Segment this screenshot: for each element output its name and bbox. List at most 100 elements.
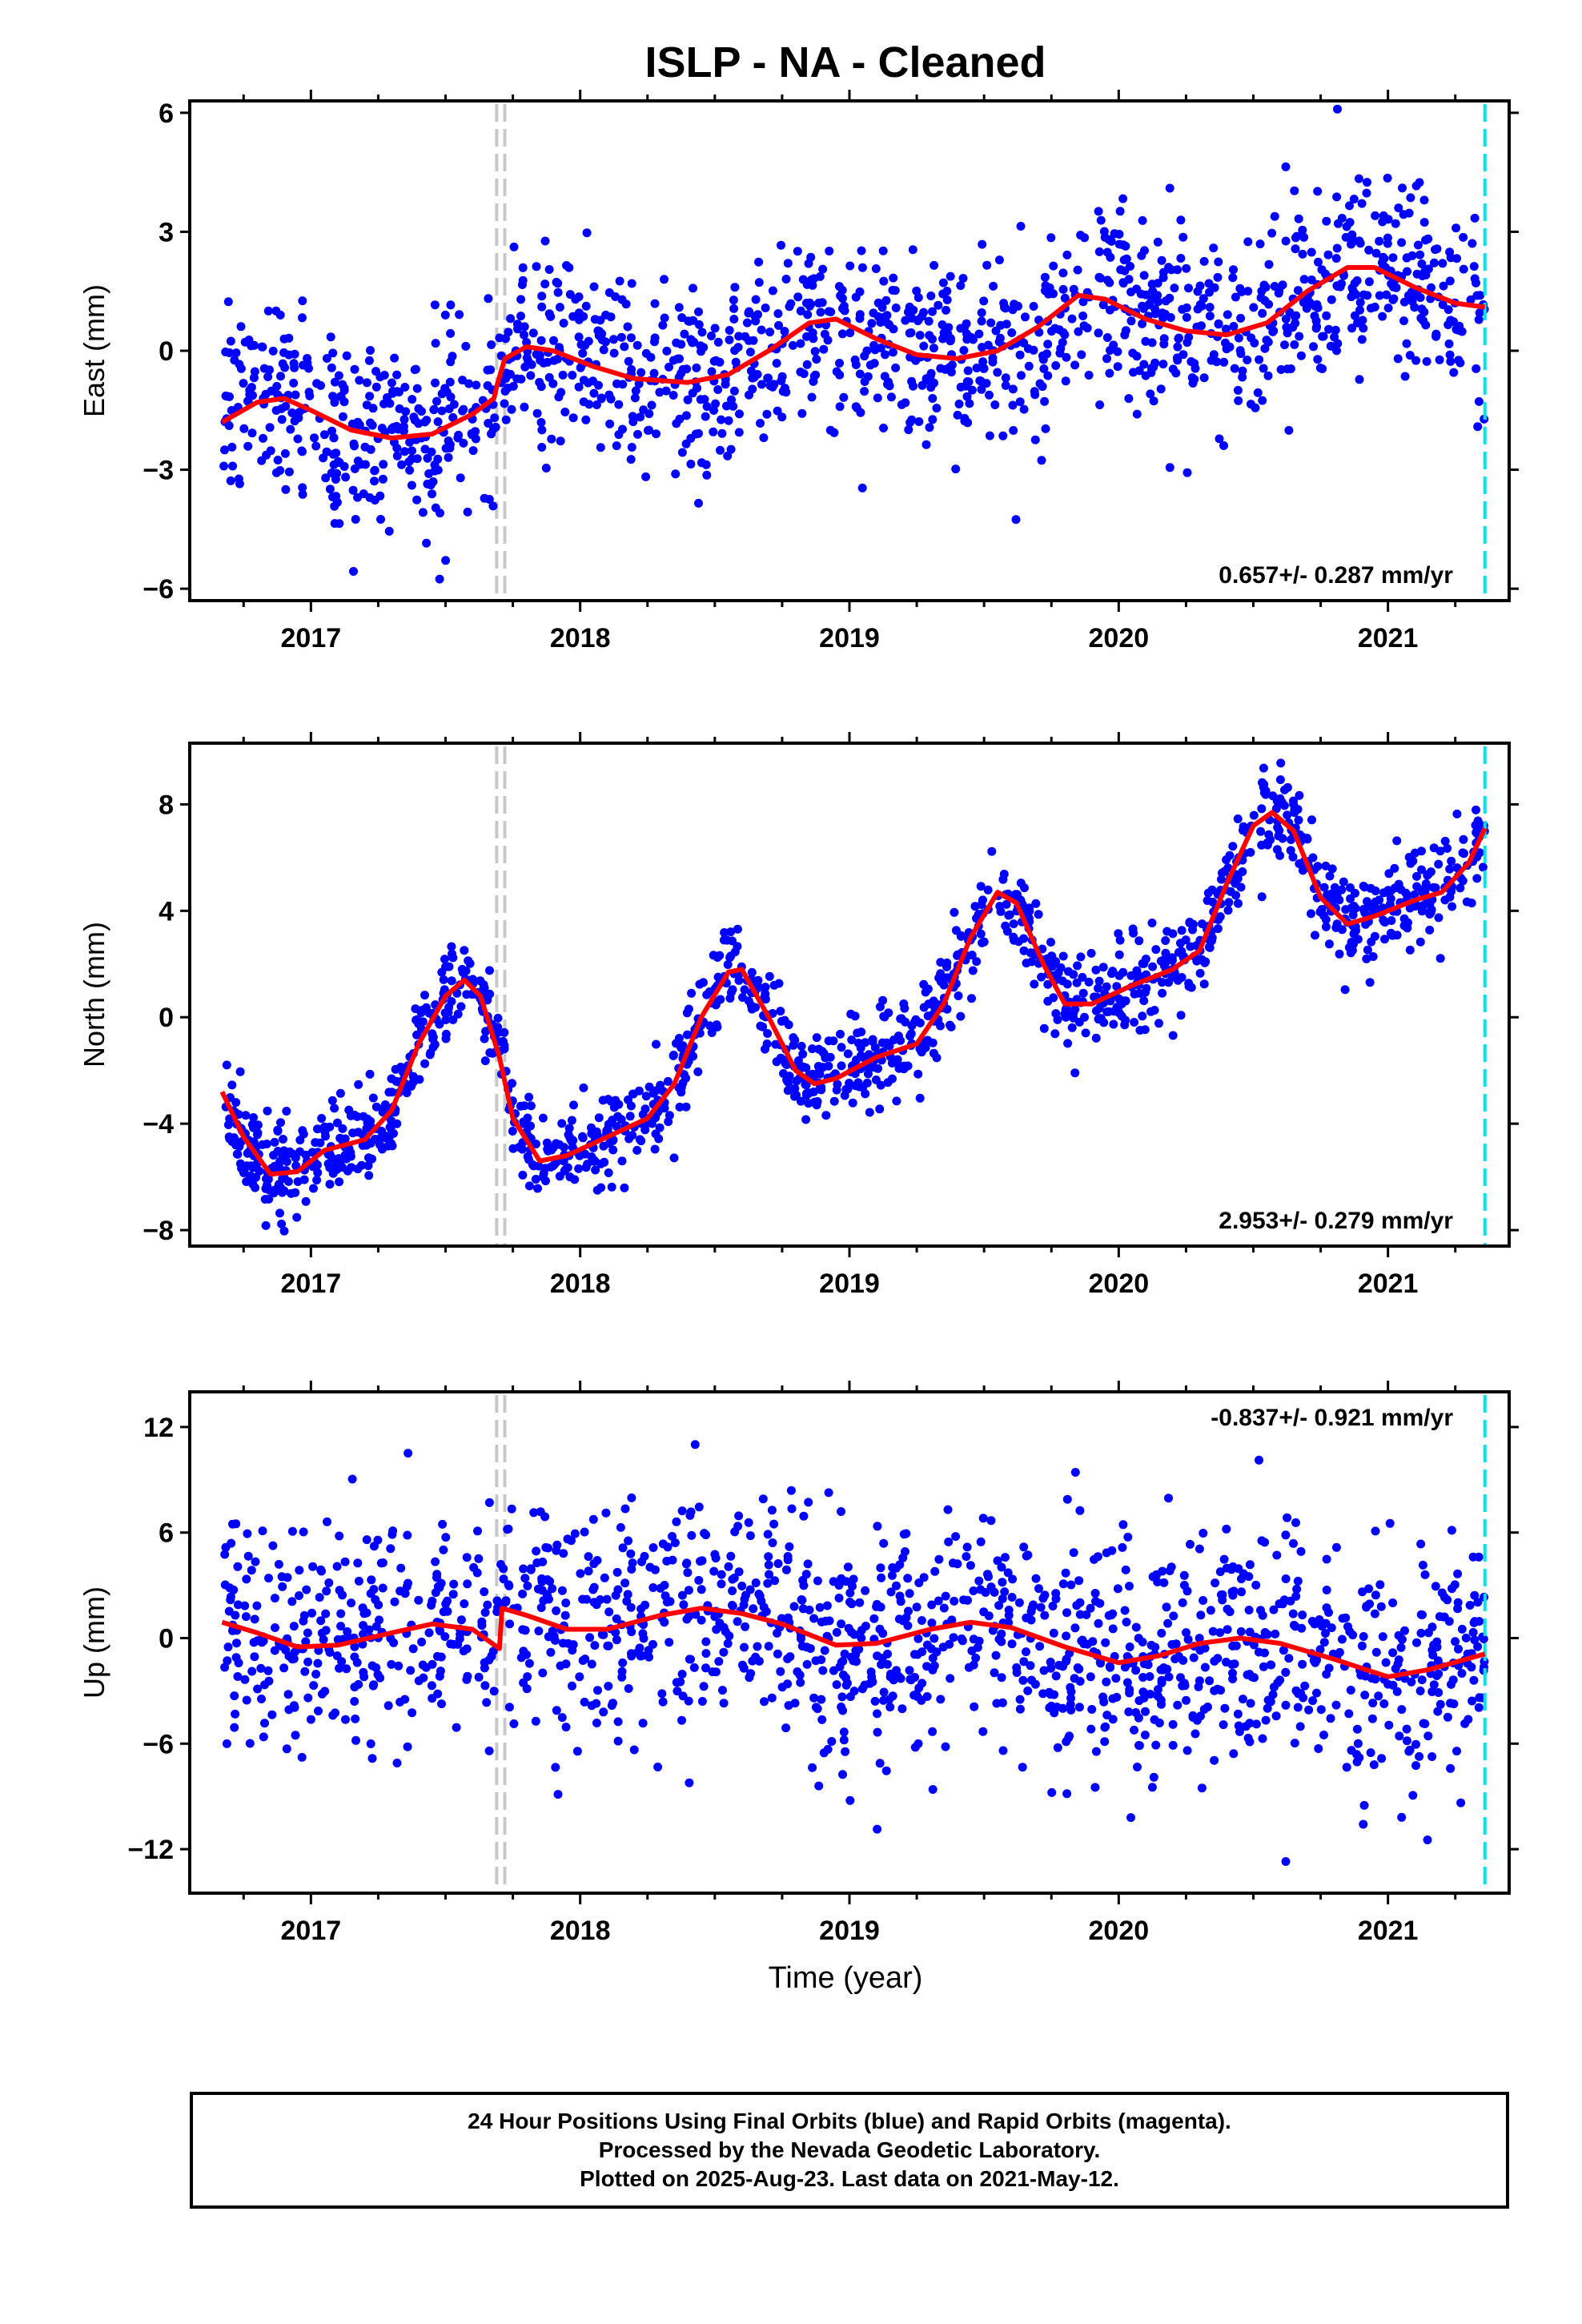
data-point (275, 1208, 284, 1218)
data-point (480, 1056, 490, 1066)
data-point (1188, 1711, 1198, 1720)
data-point (837, 1061, 846, 1071)
data-point (430, 300, 440, 310)
data-point (1293, 1576, 1303, 1586)
data-point (1290, 340, 1299, 349)
data-point (1074, 327, 1083, 336)
data-point (580, 1149, 590, 1159)
data-point (1167, 953, 1177, 963)
data-point (1179, 1570, 1189, 1580)
data-point (1418, 1560, 1427, 1570)
data-point (684, 1696, 693, 1706)
data-point (729, 304, 739, 313)
data-point (1275, 775, 1285, 785)
data-point (599, 1630, 608, 1639)
data-point (614, 1100, 624, 1109)
data-point (848, 1582, 857, 1591)
data-point (347, 1474, 357, 1484)
data-point (757, 325, 766, 335)
data-point (1366, 883, 1375, 893)
data-point (544, 372, 554, 382)
data-point (1324, 1663, 1334, 1673)
data-point (362, 1140, 371, 1149)
data-point (524, 1092, 534, 1102)
data-point (422, 538, 432, 548)
data-point (1158, 978, 1166, 987)
data-point (804, 1099, 813, 1108)
data-point (1258, 308, 1267, 318)
data-point (942, 962, 951, 971)
data-point (570, 1529, 580, 1538)
data-point (649, 368, 659, 378)
data-point (370, 1135, 379, 1144)
data-point (1088, 1637, 1098, 1647)
data-point (351, 1735, 360, 1745)
data-point (1278, 834, 1287, 843)
data-point (354, 1679, 363, 1689)
data-point (518, 263, 528, 272)
data-point (1213, 272, 1223, 282)
data-point (532, 262, 541, 271)
data-point (1380, 935, 1389, 944)
data-point (729, 1574, 739, 1582)
data-point (1246, 1699, 1255, 1708)
data-point (1416, 1628, 1426, 1638)
data-point (456, 473, 465, 483)
data-point (694, 1575, 704, 1585)
data-point (235, 479, 244, 489)
data-point (387, 1659, 396, 1669)
data-point (1365, 978, 1375, 987)
data-point (763, 1530, 773, 1539)
data-point (1407, 251, 1417, 260)
data-point (387, 1074, 396, 1084)
data-point (605, 419, 615, 428)
data-point (516, 295, 526, 304)
data-point (683, 395, 693, 404)
data-point (1074, 1664, 1084, 1674)
data-point (316, 380, 325, 390)
data-point (436, 1626, 445, 1636)
data-point (1470, 1590, 1480, 1600)
data-point (1091, 965, 1101, 975)
data-point (777, 1614, 786, 1623)
data-point (593, 1686, 602, 1695)
data-point (585, 1633, 595, 1642)
data-point (1392, 836, 1402, 846)
data-point (1323, 250, 1333, 259)
data-point (1070, 360, 1080, 370)
data-point (263, 372, 273, 381)
data-point (1401, 888, 1411, 898)
data-point (1313, 187, 1323, 196)
data-point (886, 1587, 896, 1597)
data-point (1009, 919, 1018, 929)
data-point (565, 1132, 575, 1142)
data-point (885, 1672, 895, 1682)
data-point (1269, 1605, 1279, 1614)
data-point (231, 1519, 241, 1529)
data-point (1178, 304, 1187, 314)
data-point (930, 260, 939, 270)
data-point (912, 1602, 921, 1612)
data-point (1002, 320, 1011, 329)
data-point (990, 1668, 999, 1678)
data-point (915, 1044, 925, 1054)
data-point (811, 1703, 821, 1712)
data-point (1199, 979, 1209, 989)
data-point (1404, 1747, 1414, 1756)
data-point (650, 337, 659, 347)
data-point (1368, 952, 1378, 961)
data-point (723, 1638, 733, 1648)
data-point (614, 400, 624, 409)
data-point (1419, 218, 1429, 227)
data-point (1470, 274, 1480, 283)
data-point (1182, 263, 1191, 273)
data-point (1271, 1711, 1281, 1721)
data-point (849, 1687, 859, 1696)
data-point (783, 1679, 793, 1689)
data-point (1182, 1746, 1192, 1755)
data-point (677, 448, 687, 457)
data-point (1395, 1731, 1404, 1741)
data-point (1019, 946, 1029, 955)
data-point (1249, 810, 1259, 820)
